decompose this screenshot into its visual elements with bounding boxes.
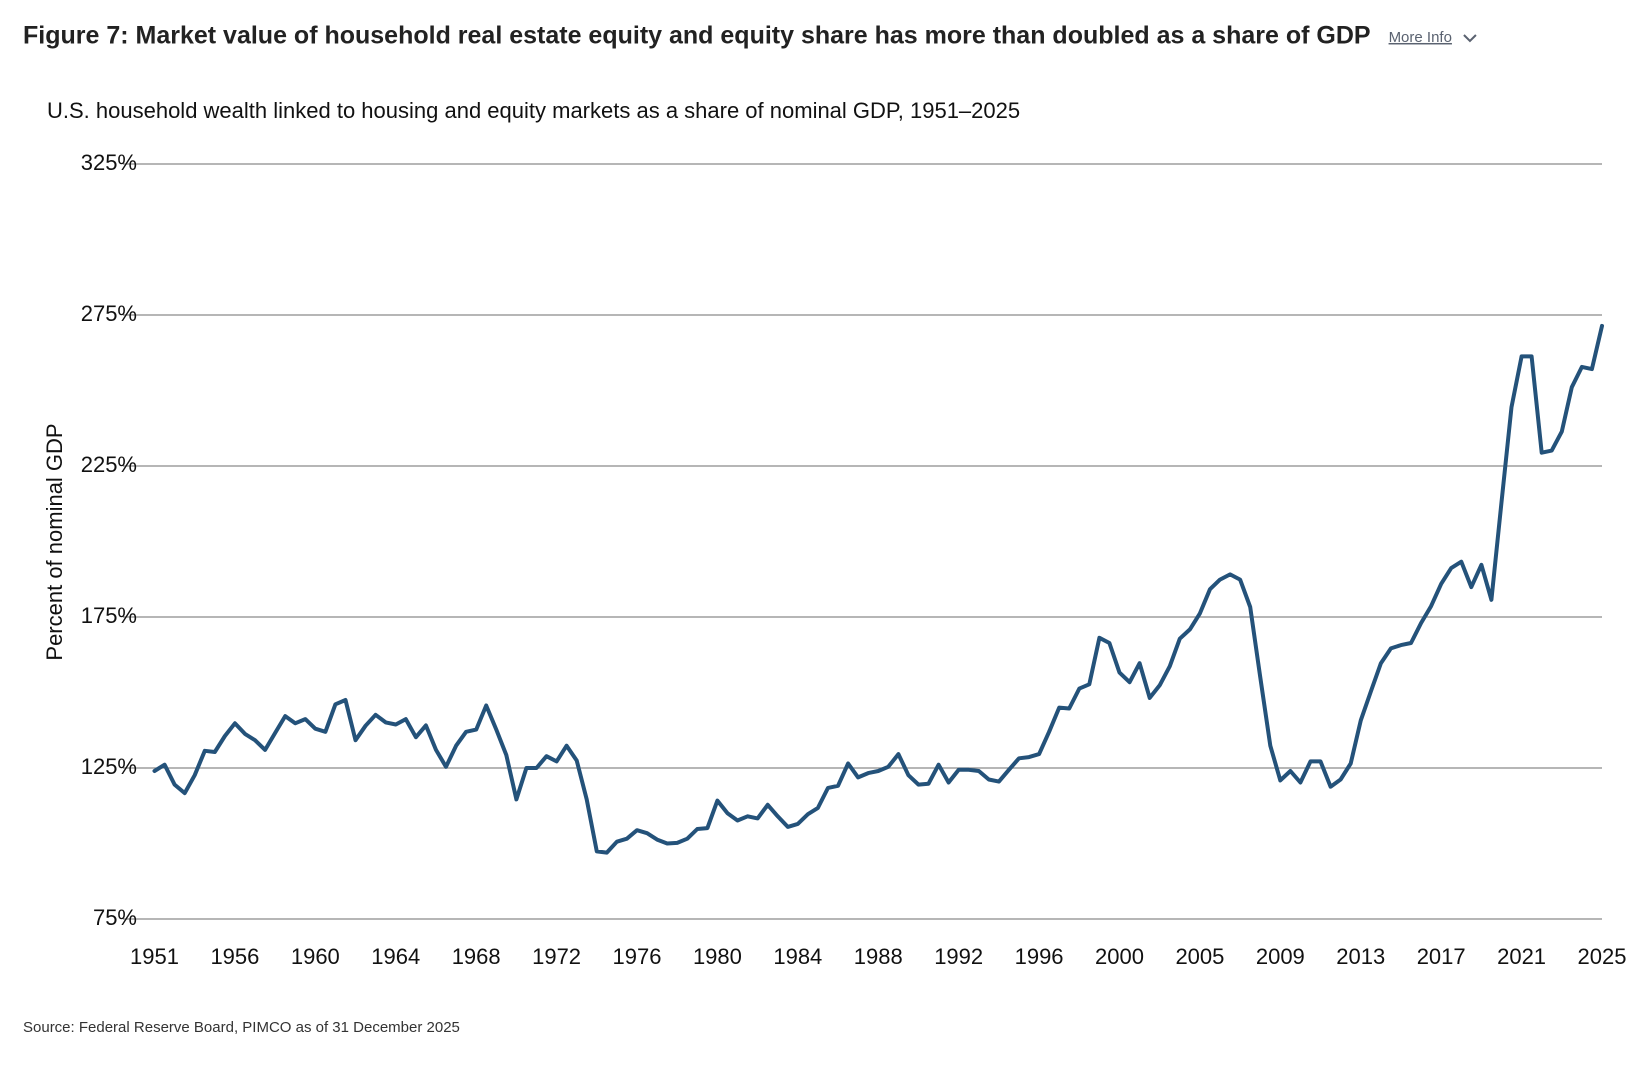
x-tick-label: 1972: [532, 944, 581, 969]
more-info-link[interactable]: More Info: [1389, 29, 1452, 46]
x-tick-label: 1964: [371, 944, 420, 969]
x-tick-label: 1988: [854, 944, 903, 969]
y-tick-label: 125%: [81, 754, 137, 779]
x-tick-label: 2000: [1095, 944, 1144, 969]
source-note: Source: Federal Reserve Board, PIMCO as …: [23, 1019, 460, 1036]
x-tick-label: 2005: [1175, 944, 1224, 969]
x-tick-label: 2021: [1497, 944, 1546, 969]
y-tick-label: 225%: [81, 452, 137, 477]
x-tick-label: 2013: [1336, 944, 1385, 969]
y-tick-label: 175%: [81, 603, 137, 628]
x-tick-label: 1980: [693, 944, 742, 969]
y-tick-label: 275%: [81, 301, 137, 326]
chart-title: Figure 7: Market value of household real…: [23, 22, 1371, 50]
x-tick-label: 1951: [130, 944, 179, 969]
x-tick-label: 1976: [613, 944, 662, 969]
x-tick-label: 1984: [773, 944, 822, 969]
y-axis-label: Percent of nominal GDP: [42, 423, 67, 660]
y-tick-label: 75%: [93, 905, 137, 930]
x-tick-label: 2025: [1578, 944, 1627, 969]
x-tick-label: 1956: [210, 944, 259, 969]
x-tick-label: 1992: [934, 944, 983, 969]
y-tick-label: 325%: [81, 150, 137, 175]
chart-subtitle: U.S. household wealth linked to housing …: [47, 98, 1020, 123]
x-tick-label: 2009: [1256, 944, 1305, 969]
more-info[interactable]: More Info: [1389, 29, 1477, 46]
data-line: [152, 323, 1604, 855]
x-tick-label: 1968: [452, 944, 501, 969]
x-tick-label: 2017: [1417, 944, 1466, 969]
x-tick-label: 1960: [291, 944, 340, 969]
x-tick-label: 1996: [1015, 944, 1064, 969]
chevron-icon[interactable]: [1463, 34, 1477, 43]
